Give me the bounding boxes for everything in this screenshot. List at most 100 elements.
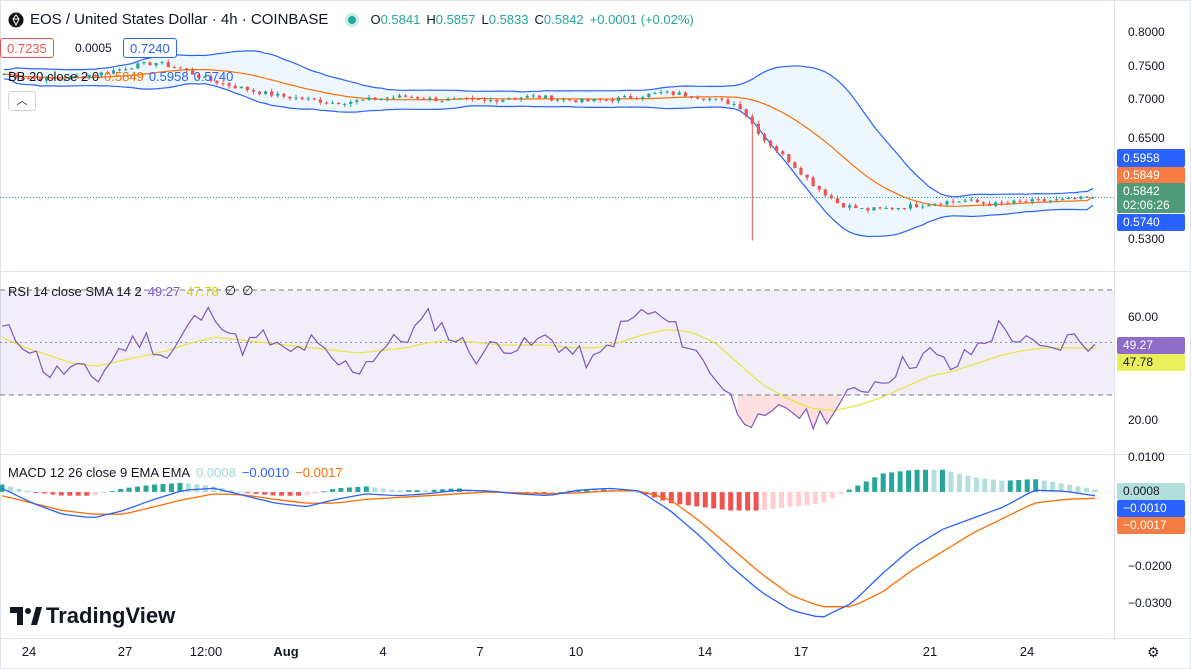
candle-body <box>470 98 475 100</box>
candle-body <box>63 79 67 81</box>
candle-body <box>744 109 748 117</box>
candle-body <box>908 204 913 209</box>
candle-body <box>750 116 754 124</box>
candle-body <box>51 77 55 80</box>
macd-histogram-bar <box>363 486 369 492</box>
candle-body <box>1030 199 1034 202</box>
rsi-tick: 60.00 <box>1128 310 1159 324</box>
candle-body <box>166 62 170 68</box>
candle-body <box>105 72 110 74</box>
macd-histogram-bar <box>897 471 903 492</box>
macd-histogram-bar <box>1016 479 1022 492</box>
candle-body <box>251 90 256 92</box>
macd-histogram-bar <box>812 492 818 504</box>
candle-body <box>203 76 207 78</box>
candle-body <box>787 154 791 163</box>
macd-histogram-bar <box>948 471 954 492</box>
candle-body <box>677 92 681 95</box>
empty-value-icon: ∅ <box>224 283 237 298</box>
candle-body <box>26 78 30 80</box>
symbol-title[interactable]: EOS / United States Dollar · 4h · COINBA… <box>30 11 329 28</box>
macd-histogram-bar <box>262 492 268 495</box>
rsi-line <box>1 305 1096 431</box>
macd-histogram-bar <box>92 492 98 496</box>
price-axis-divider <box>1114 0 1115 640</box>
macd-histogram-bar <box>804 492 810 505</box>
candle-body <box>124 69 128 71</box>
candle-body <box>635 98 639 100</box>
macd-histogram-bar <box>795 492 801 506</box>
candle-body <box>586 98 590 102</box>
candle-body <box>136 63 140 69</box>
macd-histogram-bar <box>211 486 217 492</box>
macd-histogram-bar <box>346 487 352 492</box>
macd-histogram-bar <box>753 492 759 511</box>
bb-legend[interactable]: BB 20 close 2 0 0.5849 0.5958 0.5740 <box>8 69 233 84</box>
macd-histogram-bar <box>414 490 420 492</box>
brand-name: TradingView <box>46 603 176 628</box>
candle-body <box>531 95 535 97</box>
candle-body <box>403 95 408 97</box>
settings-gear-icon[interactable]: ⚙ <box>1147 644 1160 660</box>
macd-histogram-bar <box>397 490 403 492</box>
candle-body <box>610 99 614 102</box>
candle-body <box>330 102 335 104</box>
macd-histogram-bar <box>160 484 166 492</box>
candle-body <box>580 98 584 103</box>
candle-body <box>148 62 152 66</box>
macd-histogram-bar <box>634 491 640 493</box>
macd-histogram-bar <box>1075 486 1081 492</box>
candle-body <box>829 195 833 199</box>
macd-histogram-bar <box>973 477 979 492</box>
candle-body <box>616 97 621 102</box>
candle-body <box>854 205 858 209</box>
bb-band-fill <box>4 50 1093 237</box>
candle-body <box>501 99 505 102</box>
macd-histogram-bar <box>1033 479 1039 492</box>
rsi-legend[interactable]: RSI 14 close SMA 14 2 49.27 47.78 ∅ ∅ <box>8 283 253 299</box>
macd-histogram-bar <box>16 488 22 492</box>
macd-line-value: −0.0010 <box>241 465 290 480</box>
macd-histogram-bar <box>770 492 776 510</box>
sell-button[interactable]: 0.7235 <box>0 38 54 58</box>
candle-body <box>592 98 596 102</box>
candle-body <box>221 83 225 85</box>
candle-body <box>190 70 195 75</box>
candle-body <box>32 78 37 80</box>
candle-body <box>507 98 511 100</box>
macd-histogram-bar <box>296 492 302 496</box>
candle-body <box>1042 199 1046 201</box>
macd-histogram-bar <box>245 492 251 494</box>
collapse-legend-button[interactable]: ︿ <box>8 91 36 111</box>
candle-body <box>689 96 694 98</box>
candle-body <box>659 92 663 94</box>
candle-body <box>483 99 487 101</box>
buy-button[interactable]: 0.7240 <box>123 38 177 58</box>
candle-body <box>306 98 310 100</box>
candle-body <box>178 67 183 69</box>
candle-body <box>142 62 146 64</box>
macd-histogram-bar <box>906 470 912 492</box>
macd-histogram-bar <box>194 484 200 492</box>
tradingview-logo[interactable]: TradingView <box>10 603 175 629</box>
macd-histogram-bar <box>1024 479 1030 492</box>
candle-body <box>775 146 779 152</box>
candle-body <box>2 74 6 76</box>
macd-histogram-bar <box>33 492 39 493</box>
macd-legend[interactable]: MACD 12 26 close 9 EMA EMA 0.0008 −0.001… <box>8 465 343 480</box>
candle-body <box>768 140 773 147</box>
rsi-sma-value: 47.78 <box>186 283 219 299</box>
candle-body <box>117 69 122 71</box>
macd-histogram-bar <box>1041 480 1047 492</box>
pane-divider[interactable] <box>0 454 1190 455</box>
macd-histogram-bar <box>541 492 547 494</box>
bb-basis-tag: 0.5849 <box>1117 167 1185 184</box>
macd-histogram-bar <box>1050 481 1056 492</box>
macd-histogram-bar <box>287 492 293 496</box>
rsi-value: 49.27 <box>147 283 181 299</box>
candle-body <box>981 202 986 204</box>
bb-upper-tag: 0.5958 <box>1117 149 1185 167</box>
pane-divider[interactable] <box>0 271 1190 272</box>
macd-histogram-bar <box>177 483 183 492</box>
